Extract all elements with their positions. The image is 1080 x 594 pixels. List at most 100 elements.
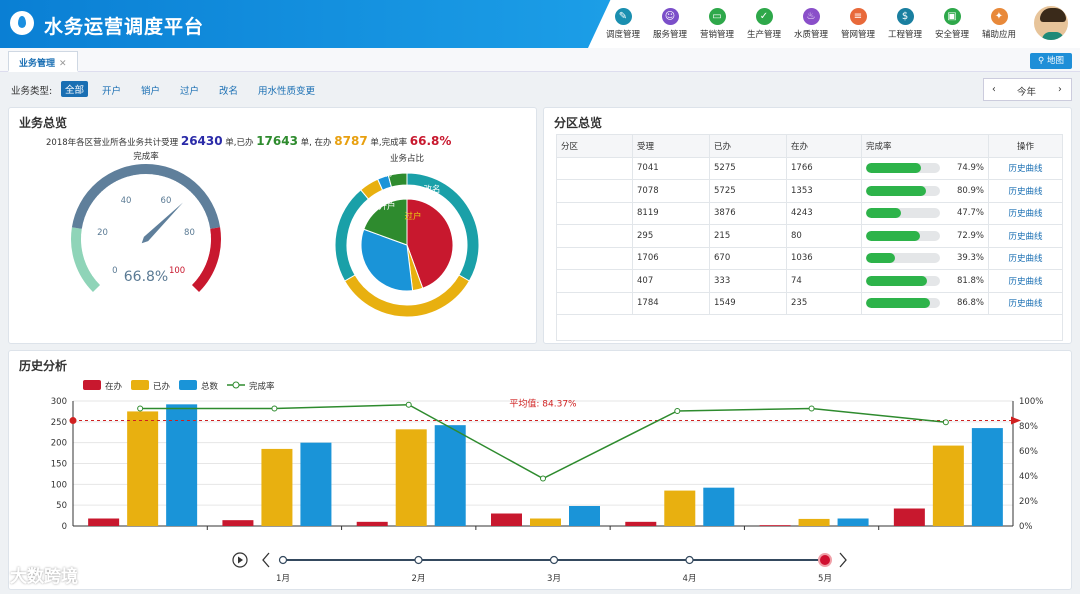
timeline-point-active[interactable] [818,553,832,567]
gauge-tick-label: 0 [112,266,117,276]
bar-doing[interactable] [222,520,254,526]
nav-item-label: 生产管理 [746,30,781,40]
timeline-point[interactable] [685,555,694,565]
filter-close-account[interactable]: 销户 [141,86,161,97]
nav-item-1[interactable]: ☺ 服务管理 [647,8,693,40]
map-button[interactable]: ⚲ 地图 [1030,53,1072,69]
donut-label: 开户 [378,201,395,212]
bar-doing[interactable] [356,521,388,526]
completion-rate-point[interactable] [137,405,144,412]
tools-icon: ✦ [990,8,1008,25]
accepted-cell: 407 [632,269,710,293]
app-header: 水务运营调度平台 ✎ 调度管理 ☺ 服务管理 ▭ 营销管理 ✓ 生产管理 ♨ 水质管理 ≡ 管网管理 $… [0,0,1080,48]
doing-cell: 1353 [786,179,862,203]
filter-rename[interactable]: 改名 [219,86,239,97]
completion-rate-point[interactable] [674,408,681,414]
bar-total[interactable] [300,442,332,526]
legend-swatch[interactable] [179,380,197,390]
bar-total[interactable] [971,428,1003,526]
accepted-cell: 7078 [632,179,710,203]
filter-transfer[interactable]: 过户 [180,86,200,97]
next-year-button[interactable]: › [1058,84,1062,95]
gauge-tick [201,256,208,260]
bar-total[interactable] [569,506,600,526]
history-curve-link[interactable]: 历史曲线 [1008,276,1043,287]
col-accepted: 受理 [632,134,710,158]
history-curve-link[interactable]: 历史曲线 [1008,186,1043,197]
gear-icon: ✓ [755,8,773,25]
filter-all[interactable]: 全部 [61,81,89,97]
tab-business-management[interactable]: 业务管理 ✕ [8,51,78,72]
history-curve-link[interactable]: 历史曲线 [1008,254,1043,265]
history-curve-link[interactable]: 历史曲线 [1008,209,1043,220]
bar-doing[interactable] [893,508,925,527]
rate-text: 80.9% [956,185,984,196]
done-cell: 3876 [709,201,787,225]
nav-item-6[interactable]: $ 工程管理 [882,8,928,40]
district-cell [556,156,633,180]
history-curve-link[interactable]: 历史曲线 [1008,299,1043,310]
completion-rate-point[interactable] [271,405,278,412]
bar-doing[interactable] [759,525,791,526]
bar-done[interactable] [932,445,964,526]
rate-text: 74.9% [956,163,984,173]
bar-done[interactable] [395,429,427,526]
completion-rate-point[interactable] [540,475,546,482]
close-icon[interactable]: ✕ [59,59,67,69]
bar-doing[interactable] [491,513,522,527]
history-title: 历史分析 [19,359,68,373]
prev-year-button[interactable]: ‹ [992,84,996,95]
history-curve-link[interactable]: 历史曲线 [1008,231,1043,242]
timeline-prev-button[interactable] [262,552,270,568]
completion-rate-point[interactable] [405,401,412,408]
rate-text: 39.3% [956,253,984,263]
summary-text-3: 单, 在办 [300,138,332,148]
bar-total[interactable] [703,487,735,526]
district-panel: 分区总览 分区 受理 已办 在办 完成率 操作 7041 5275 1766 74.9… [543,107,1072,344]
action-cell: 历史曲线 [988,201,1063,225]
bar-done[interactable] [530,518,561,527]
completion-rate-point[interactable] [808,405,815,412]
bar-total[interactable] [166,404,198,526]
bar-total[interactable] [434,425,466,526]
wrench-icon: ✎ [614,8,632,25]
nav-item-5[interactable]: ≡ 管网管理 [835,8,881,40]
water-drop-logo-icon [10,11,34,35]
timeline-point[interactable] [414,555,423,565]
nav-item-8[interactable]: ✦ 辅助应用 [976,8,1022,40]
done-count: 17643 [256,134,298,148]
bar-done[interactable] [664,490,696,526]
rate-progress-bar [866,163,940,173]
user-avatar[interactable] [1032,4,1070,42]
nav-item-4[interactable]: ♨ 水质管理 [788,8,834,40]
doing-cell: 80 [786,224,862,248]
total-count: 26430 [180,134,223,148]
nav-item-3[interactable]: ✓ 生产管理 [741,8,787,40]
action-cell: 历史曲线 [988,269,1063,293]
timeline-point[interactable] [278,555,288,565]
legend-swatch[interactable] [131,380,149,390]
accepted-cell: 1706 [632,246,710,270]
gauge-tick [168,178,171,182]
timeline-next-button[interactable] [839,552,847,568]
nav-item-0[interactable]: ✎ 调度管理 [600,8,646,40]
bar-done[interactable] [798,518,830,526]
history-curve-link[interactable]: 历史曲线 [1008,164,1043,175]
gauge-tick [192,200,199,206]
bar-total[interactable] [837,518,869,527]
completion-rate-point[interactable] [942,419,949,426]
bar-done[interactable] [127,411,159,526]
timeline-point[interactable] [549,555,559,565]
nav-item-7[interactable]: ▣ 安全管理 [929,8,975,40]
done-cell: 5725 [709,179,787,203]
legend-swatch[interactable] [83,380,101,390]
y-left-tick: 200 [51,439,67,449]
bar-done[interactable] [261,448,293,526]
col-district: 分区 [556,134,633,158]
bar-doing[interactable] [625,521,657,526]
nav-item-2[interactable]: ▭ 营销管理 [694,8,740,40]
bar-doing[interactable] [88,518,120,527]
filter-water-type-change[interactable]: 用水性质变更 [258,86,316,97]
gauge-tick [200,268,204,271]
filter-open-account[interactable]: 开户 [102,86,122,97]
